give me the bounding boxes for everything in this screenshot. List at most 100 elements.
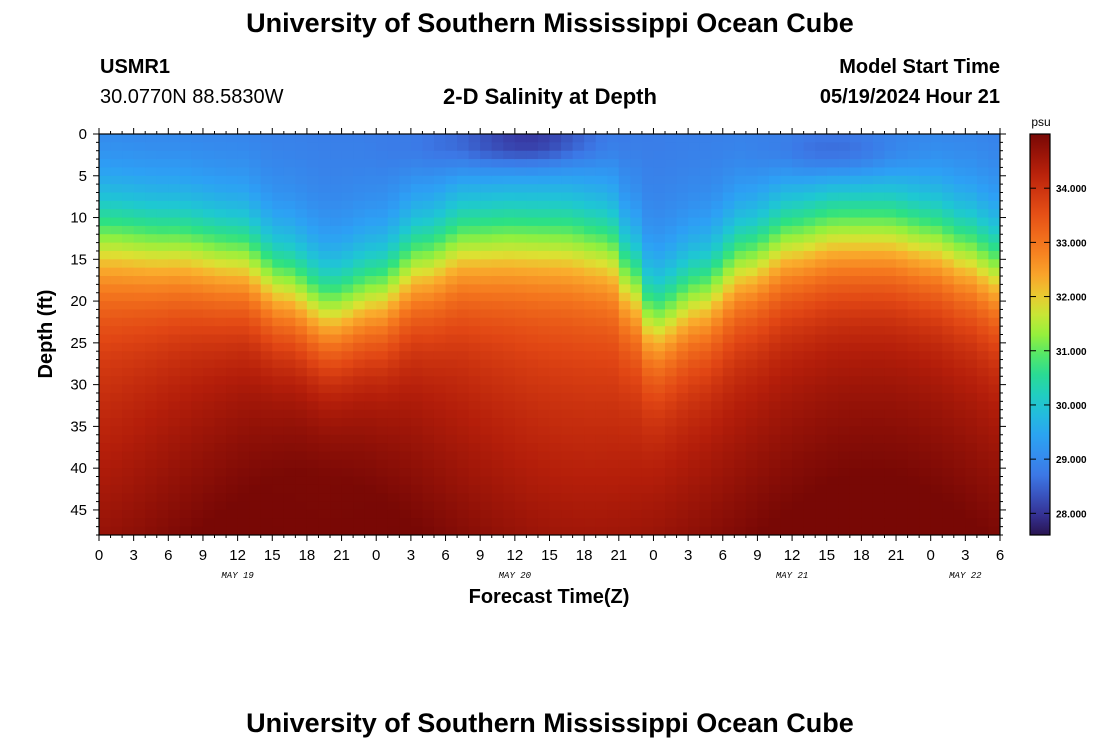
- heatmap-cell: [514, 443, 527, 453]
- heatmap-cell: [872, 459, 886, 469]
- heatmap-cell: [572, 267, 585, 277]
- heatmap-cell: [884, 342, 897, 352]
- y-tick-label: 20: [70, 293, 87, 310]
- heatmap-cell: [722, 459, 735, 469]
- heatmap-cell: [618, 392, 631, 402]
- heatmap-cell: [110, 367, 123, 377]
- heatmap-cell: [757, 426, 770, 436]
- heatmap-cell: [306, 217, 320, 227]
- heatmap-cell: [399, 259, 412, 269]
- heatmap-cell: [272, 334, 285, 344]
- heatmap-cell: [156, 509, 169, 519]
- heatmap-cell: [803, 175, 816, 185]
- heatmap-cell: [688, 509, 701, 519]
- heatmap-cell: [283, 234, 296, 244]
- heatmap-cell: [156, 150, 169, 160]
- heatmap-cell: [826, 418, 839, 427]
- heatmap-cell: [665, 367, 678, 377]
- heatmap-cell: [618, 309, 631, 319]
- heatmap-cell: [272, 184, 285, 194]
- heatmap-cell: [803, 451, 816, 461]
- heatmap-cell: [202, 418, 216, 427]
- heatmap-cell: [260, 418, 273, 427]
- heatmap-cell: [653, 459, 666, 469]
- heatmap-cell: [364, 484, 377, 494]
- heatmap-cell: [919, 376, 932, 386]
- heatmap-cell: [353, 209, 366, 219]
- heatmap-cell: [861, 518, 874, 528]
- heatmap-cell: [503, 384, 516, 394]
- heatmap-cell: [179, 459, 193, 469]
- heatmap-cell: [133, 501, 146, 511]
- heatmap-cell: [191, 317, 204, 327]
- heatmap-cell: [399, 501, 412, 511]
- heatmap-cell: [122, 451, 135, 461]
- heatmap-cell: [584, 167, 597, 177]
- heatmap-cell: [202, 443, 216, 453]
- heatmap-cell: [99, 434, 112, 444]
- heatmap-cell: [861, 484, 874, 494]
- heatmap-cell: [641, 493, 655, 503]
- heatmap-cell: [237, 267, 250, 277]
- heatmap-cell: [745, 242, 759, 252]
- heatmap-cell: [826, 326, 839, 336]
- heatmap-cell: [387, 367, 400, 377]
- heatmap-cell: [757, 259, 770, 269]
- heatmap-cell: [965, 276, 978, 285]
- x-tick-label: 9: [199, 547, 207, 564]
- heatmap-cell: [780, 359, 793, 369]
- heatmap-cell: [641, 225, 655, 235]
- heatmap-cell: [399, 267, 412, 277]
- heatmap-cell: [468, 493, 481, 503]
- heatmap-cell: [861, 225, 874, 235]
- heatmap-cell: [179, 401, 193, 411]
- heatmap-cell: [872, 326, 886, 336]
- heatmap-cell: [537, 359, 551, 369]
- heatmap-cell: [330, 401, 343, 411]
- heatmap-cell: [514, 234, 527, 244]
- heatmap-cell: [179, 476, 193, 486]
- heatmap-cell: [745, 209, 759, 219]
- heatmap-cell: [641, 242, 655, 252]
- heatmap-cell: [110, 175, 123, 185]
- heatmap-cell: [919, 192, 932, 202]
- heatmap-cell: [942, 351, 955, 361]
- heatmap-cell: [630, 217, 643, 227]
- heatmap-cell: [226, 334, 239, 344]
- heatmap-cell: [861, 501, 874, 511]
- heatmap-cell: [410, 326, 424, 336]
- heatmap-cell: [665, 276, 678, 285]
- heatmap-cell: [191, 209, 204, 219]
- heatmap-cell: [433, 418, 447, 427]
- heatmap-cell: [156, 484, 169, 494]
- heatmap-cell: [872, 309, 886, 319]
- heatmap-cell: [722, 493, 735, 503]
- heatmap-cell: [757, 200, 770, 210]
- heatmap-cell: [237, 334, 250, 344]
- heatmap-cell: [953, 351, 966, 361]
- heatmap-cell: [122, 234, 135, 244]
- heatmap-cell: [537, 526, 551, 535]
- heatmap-cell: [445, 259, 458, 269]
- heatmap-cell: [491, 250, 504, 260]
- heatmap-cell: [711, 476, 724, 486]
- heatmap-cell: [133, 484, 146, 494]
- heatmap-cell: [884, 501, 897, 511]
- heatmap-cell: [445, 459, 458, 469]
- heatmap-cell: [306, 476, 320, 486]
- heatmap-cell: [422, 234, 435, 244]
- heatmap-cell: [202, 134, 216, 143]
- heatmap-cell: [572, 317, 585, 327]
- heatmap-cell: [607, 175, 620, 185]
- heatmap-cell: [353, 367, 366, 377]
- heatmap-cell: [122, 409, 135, 419]
- heatmap-cell: [607, 468, 620, 478]
- heatmap-cell: [156, 209, 169, 219]
- heatmap-cell: [815, 225, 828, 235]
- heatmap-cell: [641, 276, 655, 285]
- heatmap-cell: [745, 250, 759, 260]
- heatmap-cell: [572, 234, 585, 244]
- heatmap-cell: [849, 276, 862, 285]
- heatmap-cell: [630, 334, 643, 344]
- heatmap-cell: [468, 309, 481, 319]
